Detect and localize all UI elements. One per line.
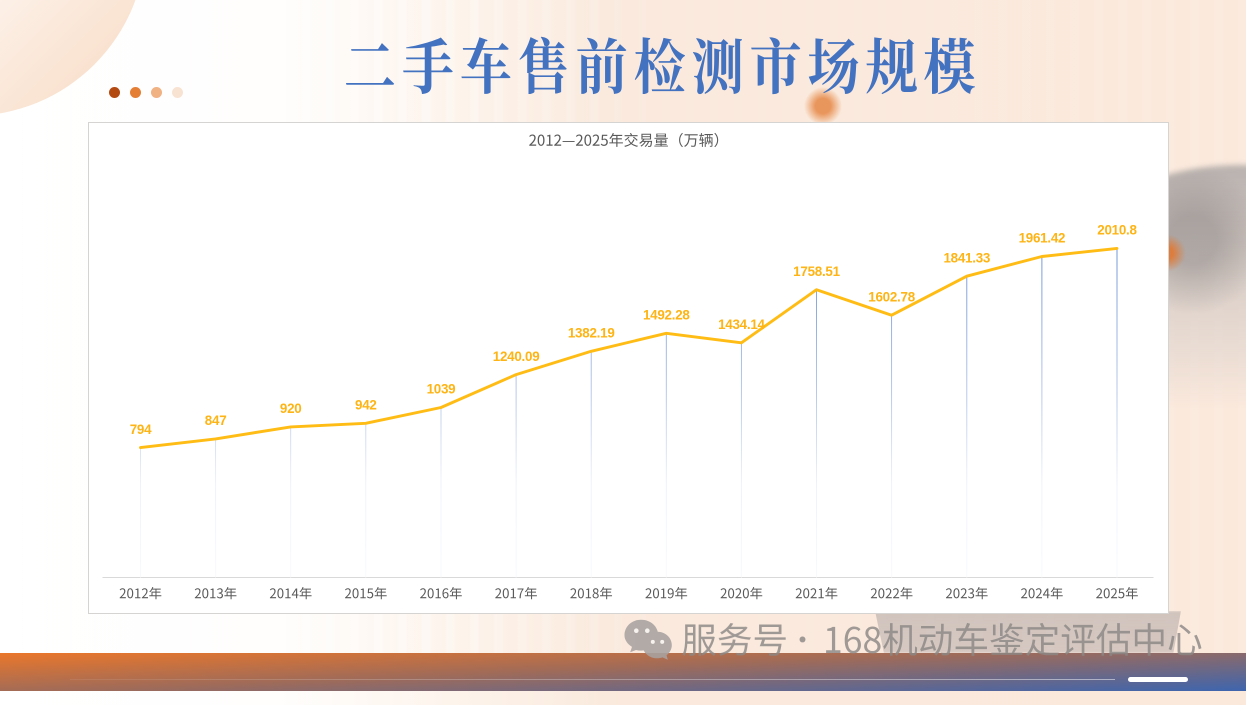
svg-text:1434.14: 1434.14 — [718, 317, 765, 332]
svg-text:920: 920 — [280, 401, 302, 416]
svg-text:794: 794 — [130, 422, 152, 437]
svg-text:1492.28: 1492.28 — [643, 308, 690, 323]
svg-text:1758.51: 1758.51 — [793, 264, 840, 279]
svg-text:847: 847 — [205, 413, 227, 428]
svg-text:1240.09: 1240.09 — [493, 349, 540, 364]
svg-text:2010.8: 2010.8 — [1097, 223, 1137, 238]
svg-text:1961.42: 1961.42 — [1019, 231, 1066, 246]
svg-text:1382.19: 1382.19 — [568, 326, 615, 341]
svg-text:1841.33: 1841.33 — [943, 250, 990, 265]
svg-text:1039: 1039 — [427, 382, 456, 397]
svg-text:942: 942 — [355, 398, 377, 413]
svg-text:1602.78: 1602.78 — [868, 289, 915, 304]
